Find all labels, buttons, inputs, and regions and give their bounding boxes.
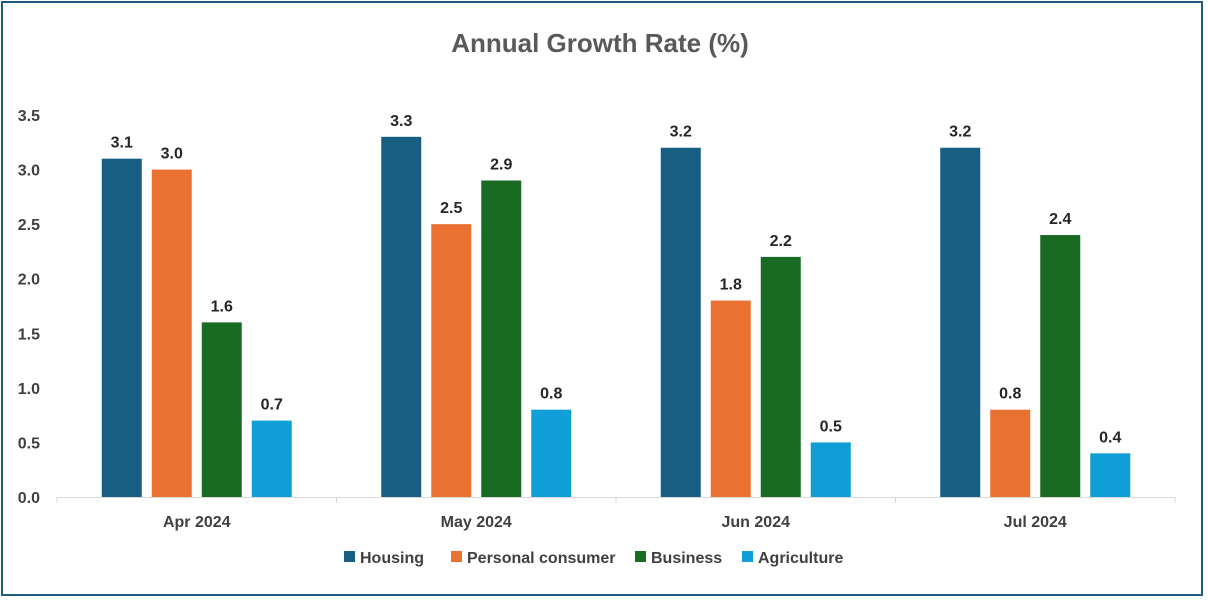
bar — [381, 136, 422, 498]
bar — [151, 169, 192, 498]
bar — [940, 147, 981, 497]
legend-swatch — [635, 551, 646, 562]
legend-label: Housing — [360, 550, 424, 567]
legend-label: Business — [651, 550, 722, 567]
data-label: 1.8 — [720, 277, 742, 294]
x-axis: Apr 2024 May 2024 Jun 2024 Jul 2024 — [56, 497, 1176, 531]
data-labels: 3.1 3.3 3.2 3.2 3.0 2.5 1.8 0.8 1.6 2.9 2.2 2.4 0.7 0… — [111, 113, 1122, 447]
x-tick-label: May 2024 — [441, 514, 512, 531]
x-tick-label: Jun 2024 — [722, 514, 791, 531]
bar — [481, 180, 522, 497]
y-tick-label: 3.0 — [18, 163, 40, 180]
bar — [760, 256, 801, 497]
data-label: 3.2 — [670, 124, 692, 141]
bar — [101, 158, 142, 497]
data-label: 3.0 — [161, 146, 183, 163]
chart-title: Annual Growth Rate (%) — [451, 28, 749, 58]
bar — [251, 420, 292, 497]
y-tick-label: 1.0 — [18, 381, 40, 398]
data-label: 0.5 — [820, 418, 842, 435]
y-tick-label: 2.0 — [18, 272, 40, 289]
bar — [1040, 235, 1081, 498]
y-tick-label: 2.5 — [18, 217, 40, 234]
y-axis: 0.0 0.5 1.0 1.5 2.0 2.5 3.0 3.5 — [18, 108, 40, 507]
bar — [431, 224, 472, 497]
bar — [201, 322, 242, 497]
data-label: 0.4 — [1099, 429, 1121, 446]
data-label: 2.4 — [1049, 211, 1071, 228]
bar — [990, 409, 1031, 497]
y-tick-label: 0.5 — [18, 435, 40, 452]
legend-swatch — [451, 551, 462, 562]
data-label: 0.8 — [999, 386, 1021, 403]
y-tick-label: 0.0 — [18, 490, 40, 507]
data-label: 3.2 — [949, 124, 971, 141]
legend-label: Personal consumer — [467, 550, 616, 567]
data-label: 3.1 — [111, 135, 133, 152]
data-label: 2.9 — [490, 156, 512, 173]
data-label: 2.2 — [770, 233, 792, 250]
x-tick-label: Apr 2024 — [163, 514, 231, 531]
y-tick-label: 3.5 — [18, 108, 40, 125]
data-label: 0.7 — [261, 397, 283, 414]
y-tick-label: 1.5 — [18, 326, 40, 343]
bar — [531, 409, 572, 497]
bars — [101, 136, 1131, 498]
legend: Housing Personal consumer Business Agricult… — [344, 550, 843, 567]
data-label: 0.8 — [540, 386, 562, 403]
bar — [710, 300, 751, 497]
bar — [1090, 453, 1131, 497]
bar — [660, 147, 701, 497]
data-label: 3.3 — [390, 113, 412, 130]
legend-swatch — [742, 551, 753, 562]
legend-swatch — [344, 551, 355, 562]
data-label: 1.6 — [211, 298, 233, 315]
legend-label: Agriculture — [758, 550, 843, 567]
bar — [810, 442, 851, 497]
x-tick-label: Jul 2024 — [1004, 514, 1067, 531]
data-label: 2.5 — [440, 200, 462, 217]
